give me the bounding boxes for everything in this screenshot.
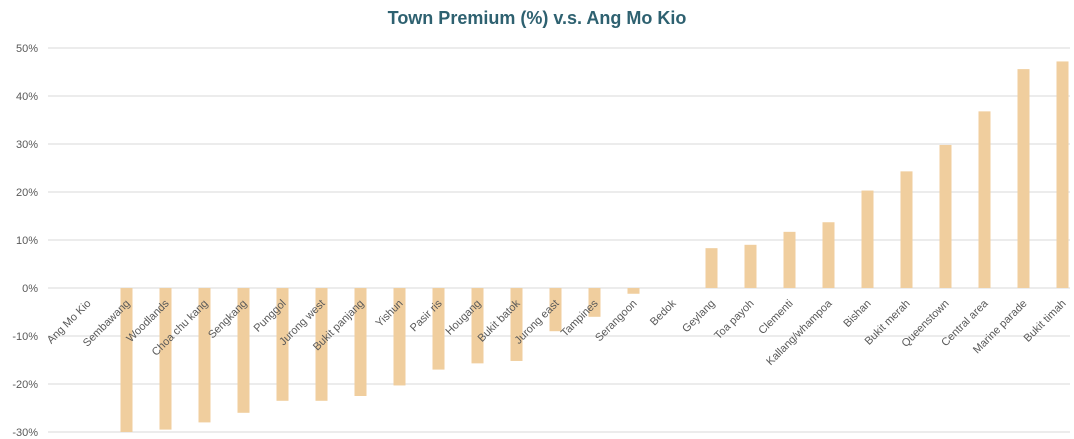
x-tick-label: Bedok: [648, 297, 679, 328]
y-tick-label: 0%: [22, 283, 38, 295]
bar: [783, 231, 796, 288]
bar: [432, 288, 445, 370]
bar: [822, 222, 835, 288]
bar: [471, 288, 484, 364]
y-tick-label: -30%: [12, 427, 38, 439]
bar: [159, 288, 172, 430]
y-tick-label: 50%: [16, 43, 38, 55]
bar: [549, 288, 562, 332]
bar: [744, 244, 757, 288]
bar: [900, 171, 913, 288]
x-tick-label: Toa payoh: [712, 298, 756, 342]
bar: [627, 288, 640, 294]
bar: [276, 288, 289, 401]
bar: [1017, 69, 1030, 289]
x-tick-label: Clementi: [756, 298, 795, 337]
bar: [198, 288, 211, 423]
x-tick-label: Bukit timah: [1022, 298, 1069, 345]
y-tick-label: 10%: [16, 235, 38, 247]
bar: [978, 111, 991, 288]
bar: [237, 288, 250, 413]
bar: [939, 144, 952, 288]
x-tick-label: Geylang: [680, 298, 717, 335]
y-tick-label: -20%: [12, 379, 38, 391]
bar: [1056, 61, 1069, 288]
y-tick-label: 20%: [16, 187, 38, 199]
x-tick-label: Bishan: [841, 298, 873, 330]
bar: [315, 288, 328, 401]
bar: [354, 288, 367, 396]
bar: [588, 288, 601, 317]
y-tick-label: 30%: [16, 139, 38, 151]
y-tick-label: -10%: [12, 331, 38, 343]
bar: [705, 248, 718, 288]
bar: [393, 288, 406, 386]
bar: [120, 288, 133, 432]
y-tick-label: 40%: [16, 91, 38, 103]
bar: [861, 190, 874, 288]
bar: [510, 288, 523, 361]
chart-title: Town Premium (%) v.s. Ang Mo Kio: [387, 8, 687, 28]
x-tick-label: Kallang/whampoa: [764, 297, 835, 368]
